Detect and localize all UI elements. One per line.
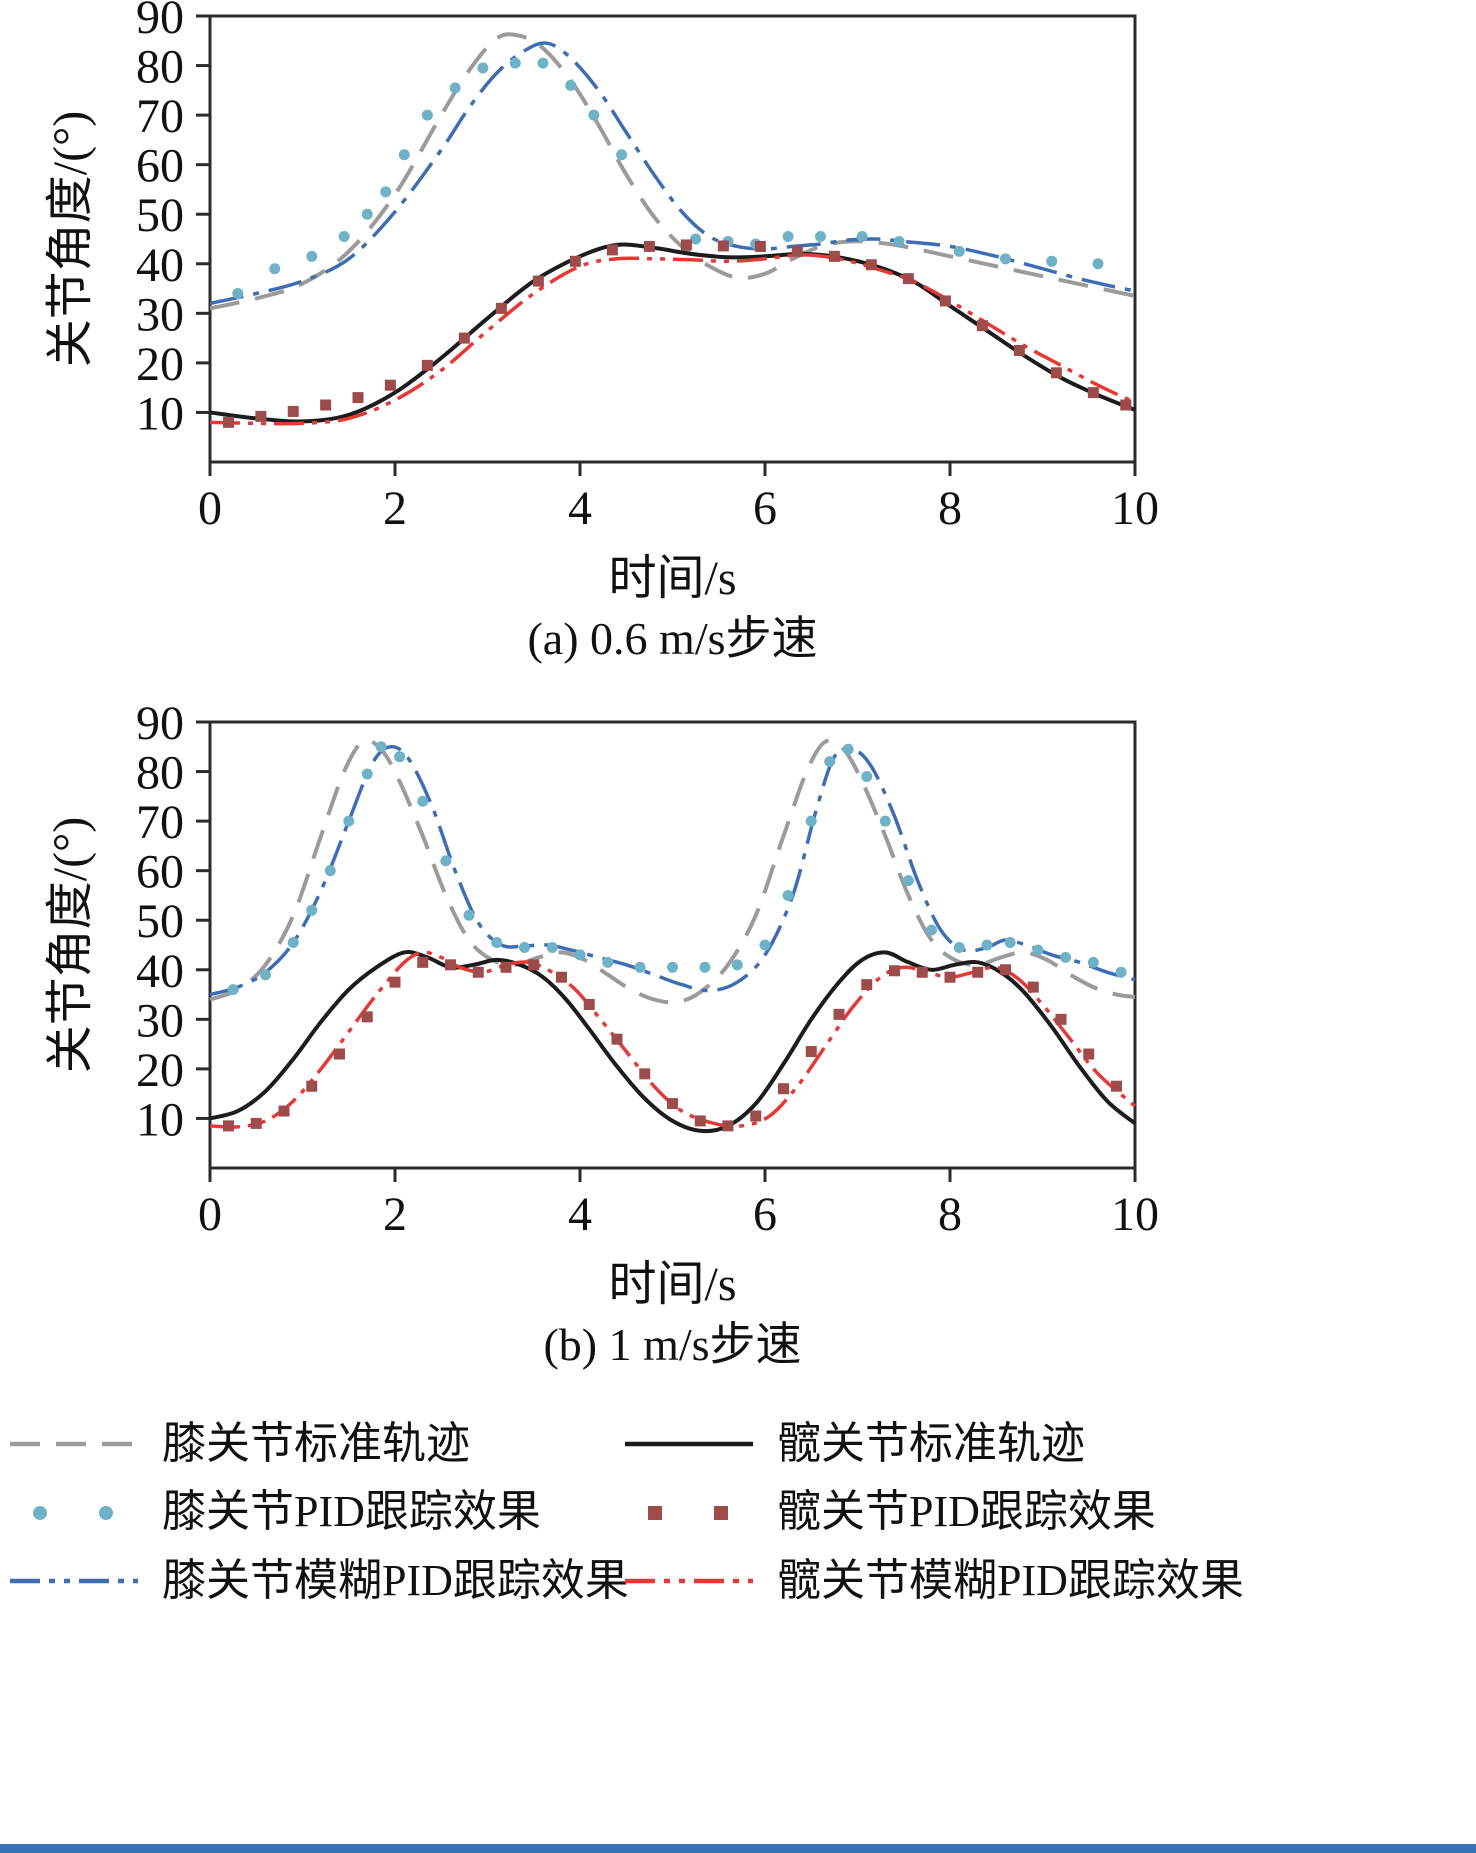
svg-text:10: 10 <box>136 387 184 440</box>
legend-item-knee-fuzzy-pid: 膝关节模糊PID跟踪效果 <box>8 1556 629 1605</box>
svg-text:时间/s: 时间/s <box>608 1258 736 1306</box>
svg-text:60: 60 <box>136 140 184 193</box>
knee-pid-swatch-icon <box>33 1505 113 1520</box>
svg-text:20: 20 <box>136 338 184 391</box>
knee-fuzzy-pid-swatch-icon <box>10 1578 138 1584</box>
svg-text:50: 50 <box>136 895 184 948</box>
svg-text:70: 70 <box>136 90 184 143</box>
bottom-blue-strip <box>0 1844 1476 1853</box>
legend-item-knee-pid: 膝关节PID跟踪效果 <box>8 1487 623 1537</box>
svg-text:时间/s: 时间/s <box>608 552 736 600</box>
legend-label: 髋关节标准轨迹 <box>777 1419 1085 1468</box>
svg-text:10: 10 <box>1111 482 1159 535</box>
knee-standard-swatch-icon <box>10 1441 138 1447</box>
svg-text:0: 0 <box>198 1188 222 1241</box>
hip-pid-swatch-icon <box>648 1505 728 1520</box>
svg-text:6: 6 <box>753 482 777 535</box>
svg-text:30: 30 <box>136 994 184 1047</box>
svg-text:70: 70 <box>136 796 184 849</box>
svg-text:40: 40 <box>136 945 184 998</box>
svg-text:4: 4 <box>568 1188 592 1241</box>
svg-text:关节角度/(°): 关节角度/(°) <box>44 817 97 1074</box>
svg-text:8: 8 <box>938 1188 962 1241</box>
legend-item-knee-standard: 膝关节标准轨迹 <box>8 1419 623 1468</box>
svg-text:2: 2 <box>383 1188 407 1241</box>
svg-text:4: 4 <box>568 482 592 535</box>
svg-text:80: 80 <box>136 41 184 94</box>
svg-text:20: 20 <box>136 1044 184 1097</box>
legend-label: 膝关节PID跟踪效果 <box>162 1487 541 1537</box>
svg-text:2: 2 <box>383 482 407 535</box>
svg-text:90: 90 <box>136 0 184 44</box>
hip-standard-swatch-icon <box>625 1441 753 1447</box>
svg-text:8: 8 <box>938 482 962 535</box>
svg-text:80: 80 <box>136 747 184 800</box>
svg-text:10: 10 <box>1111 1188 1159 1241</box>
legend-label: 髋关节模糊PID跟踪效果 <box>777 1555 1244 1605</box>
legend-label: 膝关节标准轨迹 <box>162 1419 470 1468</box>
hip-fuzzy-pid-swatch-icon <box>625 1578 753 1584</box>
figure-b-caption: (b) 1 m/s步速 <box>543 1319 802 1370</box>
svg-text:10: 10 <box>136 1093 184 1146</box>
legend-item-hip-standard: 髋关节标准轨迹 <box>623 1419 1466 1468</box>
svg-text:关节角度/(°): 关节角度/(°) <box>44 111 97 368</box>
figure-a-caption: (a) 0.6 m/s步速 <box>527 613 818 664</box>
figure-a-0.6ms: 0 2 4 6 8 10 10 20 30 40 50 60 70 80 90 时间/s 关节角度/(°) (a… <box>0 0 1476 668</box>
legend: 膝关节标准轨迹 髋关节标准轨迹 膝关节PID跟踪效果 髋关节PID跟踪效果 膝关… <box>0 1374 1476 1605</box>
legend-item-hip-pid: 髋关节PID跟踪效果 <box>623 1487 1466 1537</box>
svg-text:90: 90 <box>136 706 184 750</box>
legend-label: 髋关节PID跟踪效果 <box>777 1487 1156 1537</box>
svg-text:6: 6 <box>753 1188 777 1241</box>
figure-b-1ms: 0 2 4 6 8 10 10 20 30 40 50 60 70 80 90 时间/s 关节角度/(°) (b… <box>0 706 1476 1374</box>
svg-text:50: 50 <box>136 189 184 242</box>
svg-text:60: 60 <box>136 846 184 899</box>
svg-text:30: 30 <box>136 288 184 341</box>
svg-text:40: 40 <box>136 239 184 292</box>
legend-item-hip-fuzzy-pid: 髋关节模糊PID跟踪效果 <box>623 1555 1466 1605</box>
svg-text:0: 0 <box>198 482 222 535</box>
legend-label: 膝关节模糊PID跟踪效果 <box>162 1555 629 1605</box>
